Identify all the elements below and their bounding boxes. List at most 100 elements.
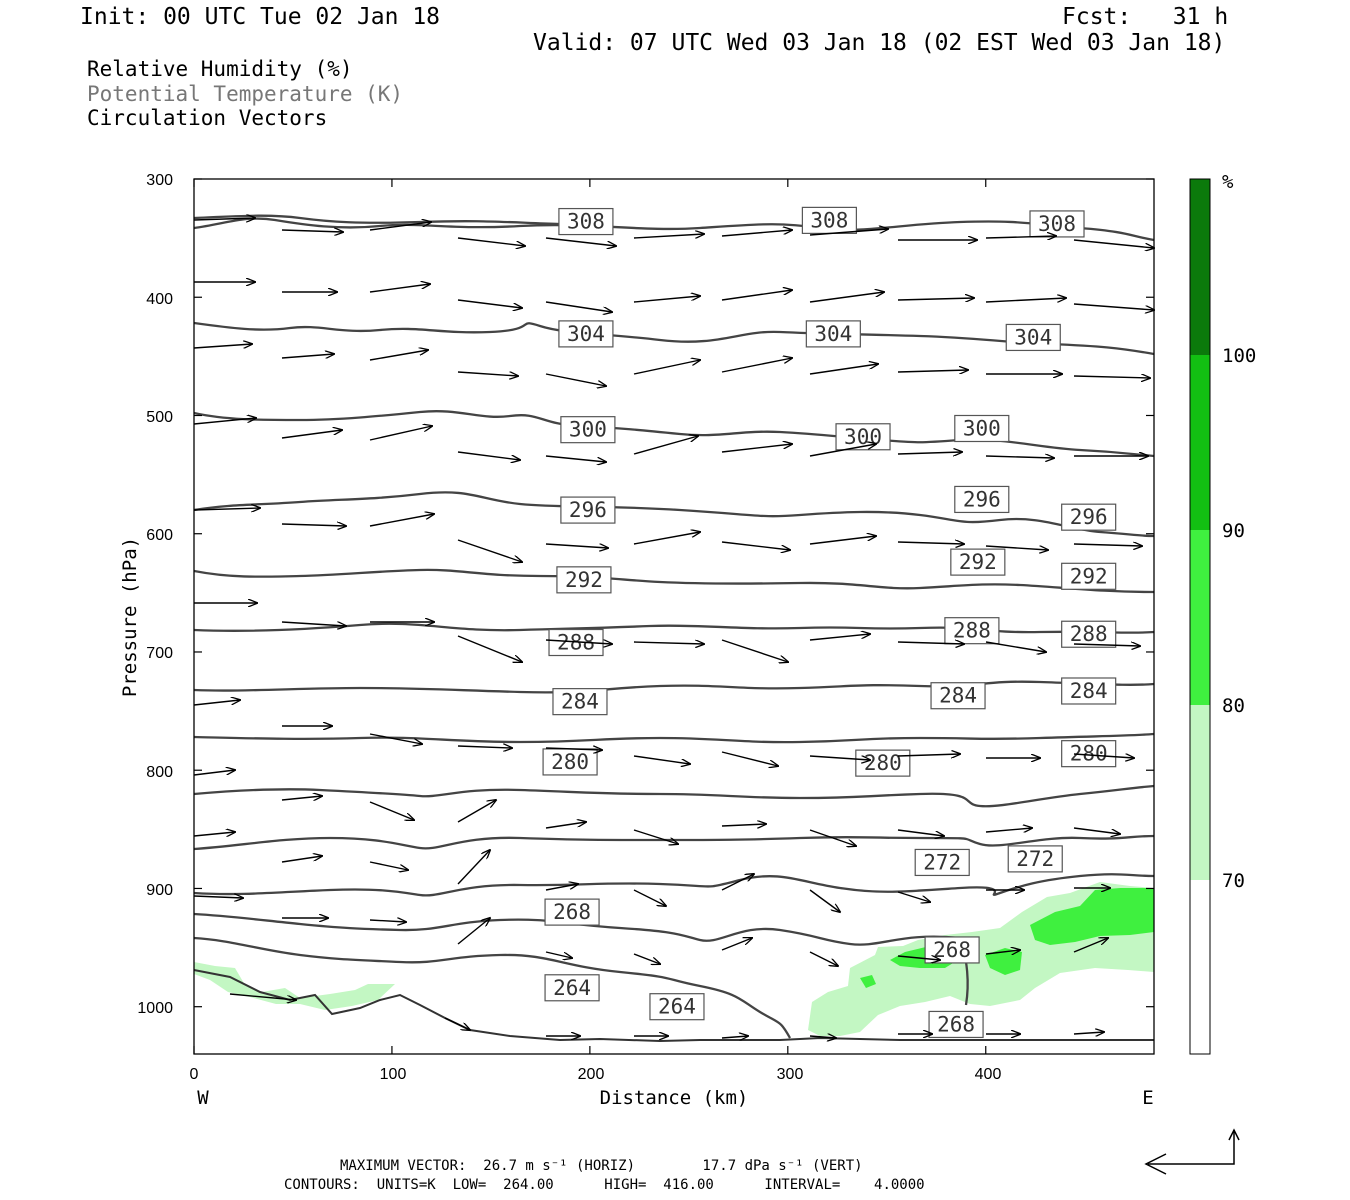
contour-label-text: 300: [963, 416, 1001, 440]
contour-label-box: [924, 936, 980, 964]
contour-label: 284: [1061, 677, 1117, 705]
contour-label: 300: [954, 414, 1010, 443]
y-tick-600: 600: [146, 527, 173, 544]
contour-label-text: 280: [551, 750, 589, 774]
contour-label-box: [560, 416, 616, 444]
contour-label-box: [558, 207, 614, 236]
x-tick-labels: 0 100 200 300 400: [190, 1066, 1002, 1083]
contour-label-text: 304: [567, 322, 605, 346]
contour-label-box: [560, 496, 616, 524]
contour-info: CONTOURS: UNITS=K LOW= 264.00 HIGH= 416.…: [284, 1177, 925, 1193]
contour-label-box: [1007, 845, 1063, 873]
contour-label-text: 308: [567, 210, 605, 234]
x-axis-west-label: W: [197, 1087, 209, 1109]
y-tick-1000: 1000: [137, 1000, 173, 1017]
contour-label-text: 284: [939, 684, 977, 708]
x-axis-east-label: E: [1142, 1087, 1153, 1109]
contour-label-text: 304: [1014, 325, 1052, 349]
max-vector-info: MAXIMUM VECTOR: 26.7 m s⁻¹ (HORIZ) 17.7 …: [340, 1158, 863, 1174]
contour-label-text: 264: [658, 995, 696, 1019]
rh-80-region-dot: [860, 975, 876, 988]
contour-label-box: [930, 682, 986, 710]
contour-label-box: [649, 993, 705, 1021]
contour-label-box: [1061, 562, 1117, 590]
contour-label-box: [556, 566, 612, 594]
contour-label: 288: [1061, 620, 1117, 648]
y-tick-300: 300: [146, 172, 173, 189]
circulation-vectors: [193, 218, 1154, 1038]
rh-70-region-west: [194, 962, 395, 1010]
contour-label: 296: [1061, 503, 1117, 531]
contour-label-text: 292: [565, 568, 603, 592]
x-tick-300: 300: [777, 1066, 804, 1083]
legend-relative-humidity: Relative Humidity (%): [87, 57, 353, 81]
colorbar-70: [1190, 705, 1210, 880]
plot-frame: [193, 178, 1155, 1055]
contour-label-box: [805, 320, 861, 348]
contour-label-box: [1061, 740, 1117, 768]
rh-80-region: [1030, 888, 1154, 945]
contour-label-text: 268: [553, 900, 591, 924]
contour-label: 288: [944, 617, 1000, 645]
contour-label-box: [542, 748, 598, 776]
contour-label-text: 308: [1038, 212, 1076, 236]
contour-label-text: 268: [933, 938, 971, 962]
colorbar-100: [1190, 179, 1210, 355]
colorbar-level-90: 90: [1222, 520, 1245, 542]
theta-contours: [194, 214, 1154, 1039]
contour-label: 292: [950, 548, 1006, 576]
init-time: Init: 00 UTC Tue 02 Jan 18: [80, 4, 441, 30]
contour-label-text: 308: [810, 208, 848, 232]
x-tick-200: 200: [578, 1066, 605, 1083]
contour-label: 308: [1029, 210, 1085, 238]
contour-label-box: [544, 974, 600, 1002]
colorbar-90: [1190, 355, 1210, 530]
contour-label-text: 272: [923, 850, 961, 874]
contour-label-text: 300: [844, 425, 882, 449]
contour-label-text: 284: [1070, 679, 1108, 703]
contour-label: 304: [558, 320, 614, 348]
contour-label: 284: [552, 688, 608, 716]
contour-label-text: 300: [569, 418, 607, 442]
y-tick-400: 400: [146, 291, 173, 308]
y-tick-900: 900: [146, 882, 173, 899]
contour-label: 284: [930, 682, 986, 710]
contour-label-box: [1061, 503, 1117, 531]
contour-label: 264: [544, 974, 600, 1002]
contour-label: 268: [928, 1010, 984, 1039]
contour-label-box: [1061, 620, 1117, 648]
contour-label-box: [954, 485, 1010, 514]
contour-label-box: [558, 320, 614, 348]
contour-label-box: [835, 423, 891, 451]
contour-label: 296: [560, 496, 616, 524]
contour-label-box: [1061, 677, 1117, 705]
contour-label-box: [950, 548, 1006, 576]
contour-label-text: 304: [814, 322, 852, 346]
reference-vector: [1144, 1128, 1240, 1175]
contour-label: 280: [1061, 740, 1117, 768]
legend-potential-temperature: Potential Temperature (K): [87, 82, 404, 106]
contour-label: 272: [914, 848, 970, 877]
colorbar-level-70: 70: [1222, 870, 1245, 892]
y-tick-labels: 300 400 500 600 700 800 900 1000: [137, 172, 173, 1017]
contour-label-box: [944, 617, 1000, 645]
contour-label: 300: [560, 416, 616, 444]
contour-label-box: [954, 414, 1010, 443]
contour-label: 280: [855, 749, 911, 777]
contour-label-box: [544, 898, 600, 926]
colorbar-unit: %: [1222, 171, 1234, 193]
contour-label-text: 284: [561, 690, 599, 714]
contour-label-text: 296: [1070, 505, 1108, 529]
contour-label-text: 272: [1016, 847, 1054, 871]
x-tick-400: 400: [975, 1066, 1002, 1083]
y-tick-800: 800: [146, 764, 173, 781]
legend-circulation-vectors: Circulation Vectors: [87, 106, 328, 130]
contour-label-box: [928, 1010, 984, 1039]
colorbar-level-100: 100: [1222, 345, 1256, 367]
contour-label-text: 288: [953, 619, 991, 643]
contour-label-box: [914, 848, 970, 877]
x-tick-100: 100: [380, 1066, 407, 1083]
y-tick-700: 700: [146, 645, 173, 662]
contour-label: 292: [1061, 562, 1117, 590]
